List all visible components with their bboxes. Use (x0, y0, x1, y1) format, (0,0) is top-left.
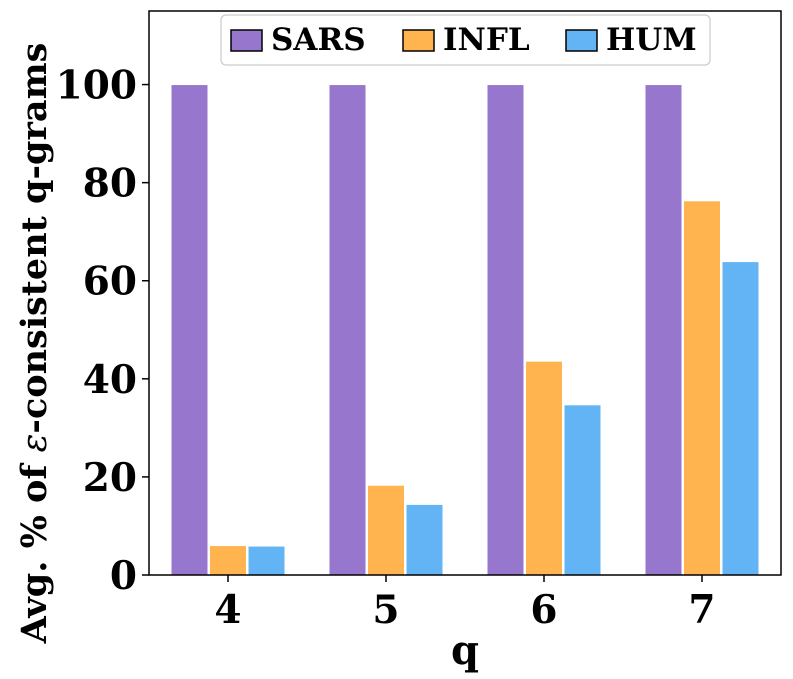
bar-hum-q4 (247, 545, 286, 576)
bar-sars-q7 (644, 84, 683, 576)
y-axis-label-prefix: Avg. % of (14, 452, 55, 644)
bar-sars-q6 (486, 84, 525, 576)
legend-swatch-infl (402, 29, 435, 52)
bar-sars-q5 (328, 84, 367, 576)
bar-sars-q4 (170, 84, 209, 576)
legend-label-infl: INFL (443, 22, 530, 58)
x-tick-label: 6 (530, 587, 557, 633)
x-tick-label: 5 (372, 587, 399, 633)
y-tick-label: 100 (56, 63, 137, 109)
legend-swatch-hum (565, 29, 598, 52)
y-tick-label: 40 (83, 357, 137, 403)
x-axis: 4 5 6 7 (214, 575, 716, 633)
y-tick-label: 60 (83, 259, 137, 305)
legend: SARS INFL HUM (220, 14, 711, 66)
y-tick-label: 80 (83, 161, 137, 207)
y-tick-label: 20 (83, 455, 137, 501)
legend-frame (220, 14, 711, 66)
bar-infl-q7 (683, 200, 721, 576)
plot-frame (148, 10, 782, 576)
bar-hum-q5 (405, 503, 444, 576)
y-axis-label-suffix: -consistent q-grams (14, 43, 55, 434)
bar-hum-q7 (721, 261, 760, 576)
legend-swatch-sars (230, 29, 263, 52)
bar-infl-q6 (525, 360, 563, 576)
x-axis-label: q (451, 627, 479, 674)
x-tick-label: 4 (214, 587, 241, 633)
y-axis-label: Avg. % of ε-consistent q-grams (14, 43, 55, 645)
y-tick-label: 0 (110, 553, 137, 599)
bars-group (170, 84, 760, 576)
x-tick-label: 7 (688, 587, 715, 633)
y-axis: 0 20 40 60 80 100 (56, 63, 149, 599)
y-axis-label-symbol: ε (15, 434, 55, 453)
bar-infl-q4 (209, 545, 247, 576)
bar-hum-q6 (563, 404, 602, 576)
legend-label-sars: SARS (271, 22, 366, 58)
bar-infl-q5 (367, 484, 405, 576)
legend-label-hum: HUM (606, 22, 697, 58)
